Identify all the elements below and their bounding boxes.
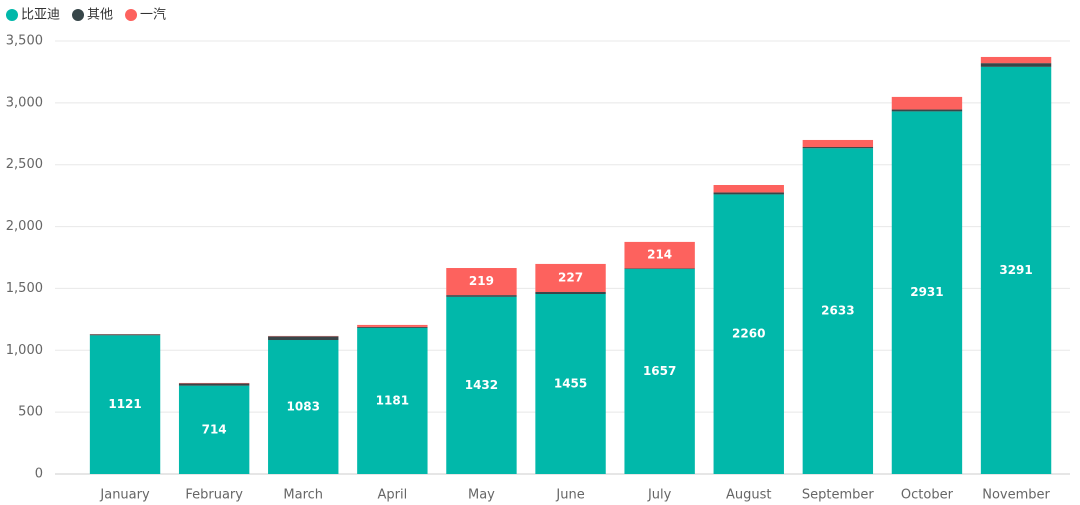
bar-segment bbox=[446, 268, 517, 296]
bar-segment bbox=[178, 383, 250, 386]
legend-label: 比亚迪 bbox=[21, 8, 60, 23]
bar-segment bbox=[891, 111, 963, 474]
value-label: 714 bbox=[202, 422, 227, 436]
bar-segment bbox=[624, 268, 695, 270]
bar-segment bbox=[357, 327, 428, 474]
bar-segment bbox=[357, 326, 428, 328]
bar-segment bbox=[980, 63, 1052, 67]
x-tick-label: November bbox=[982, 488, 1050, 503]
bar-segment bbox=[713, 185, 784, 193]
legend-label: 其他 bbox=[87, 8, 113, 23]
y-tick-label: 1,500 bbox=[6, 281, 43, 296]
value-label: 1432 bbox=[465, 378, 498, 392]
value-label: 1657 bbox=[643, 364, 676, 378]
y-tick-label: 2,500 bbox=[6, 157, 43, 172]
value-label: 3291 bbox=[999, 263, 1032, 277]
bar-segment bbox=[802, 139, 874, 148]
legend-label: 一汽 bbox=[140, 8, 166, 23]
legend-marker bbox=[125, 9, 138, 21]
bar-segment bbox=[268, 340, 339, 474]
value-label: 1455 bbox=[554, 376, 587, 390]
value-label: 227 bbox=[558, 270, 583, 284]
x-tick-label: June bbox=[555, 488, 584, 503]
y-tick-label: 3,500 bbox=[6, 34, 43, 49]
value-label: 2260 bbox=[732, 327, 765, 341]
bar-segment bbox=[535, 263, 606, 293]
bar-segment bbox=[802, 148, 874, 474]
bar-segment bbox=[446, 295, 517, 297]
bar-segment bbox=[535, 293, 606, 474]
x-tick-label: October bbox=[901, 488, 954, 503]
value-label: 214 bbox=[647, 248, 672, 262]
y-tick-label: 0 bbox=[35, 467, 43, 482]
x-tick-label: March bbox=[283, 488, 323, 503]
bar-segment bbox=[357, 324, 428, 327]
y-tick-label: 1,000 bbox=[6, 343, 43, 358]
x-tick-label: August bbox=[726, 488, 772, 503]
x-tick-label: February bbox=[185, 488, 243, 503]
bar-segment bbox=[535, 292, 606, 294]
bar-segment bbox=[178, 385, 250, 474]
y-tick-label: 2,000 bbox=[6, 219, 43, 234]
bar-segment bbox=[89, 334, 161, 336]
bar-segment bbox=[713, 192, 784, 195]
bar-segment bbox=[624, 241, 695, 269]
y-tick-label: 500 bbox=[18, 405, 43, 420]
legend-marker bbox=[6, 9, 18, 21]
bar-segment bbox=[89, 335, 161, 474]
value-label: 1083 bbox=[287, 400, 320, 414]
value-label: 2633 bbox=[821, 304, 854, 318]
x-tick-label: July bbox=[647, 488, 672, 503]
value-label: 219 bbox=[469, 274, 494, 288]
bar-segment bbox=[802, 147, 874, 149]
bar-segment bbox=[980, 56, 1052, 64]
bar-segment bbox=[980, 66, 1052, 474]
bar-segment bbox=[891, 109, 963, 112]
value-label: 1121 bbox=[108, 397, 141, 411]
bar-segment bbox=[446, 296, 517, 474]
bar-segment bbox=[624, 269, 695, 474]
legend-marker bbox=[72, 9, 85, 21]
value-label: 1181 bbox=[376, 393, 409, 407]
x-tick-label: April bbox=[377, 488, 407, 503]
bar-segment bbox=[268, 336, 339, 341]
bar-segment bbox=[891, 96, 963, 110]
x-tick-label: September bbox=[802, 488, 875, 503]
x-tick-label: May bbox=[468, 488, 495, 503]
x-tick-label: January bbox=[99, 488, 150, 503]
bar-segment bbox=[713, 194, 784, 475]
value-label: 2931 bbox=[910, 285, 943, 299]
y-tick-label: 3,000 bbox=[6, 95, 43, 110]
